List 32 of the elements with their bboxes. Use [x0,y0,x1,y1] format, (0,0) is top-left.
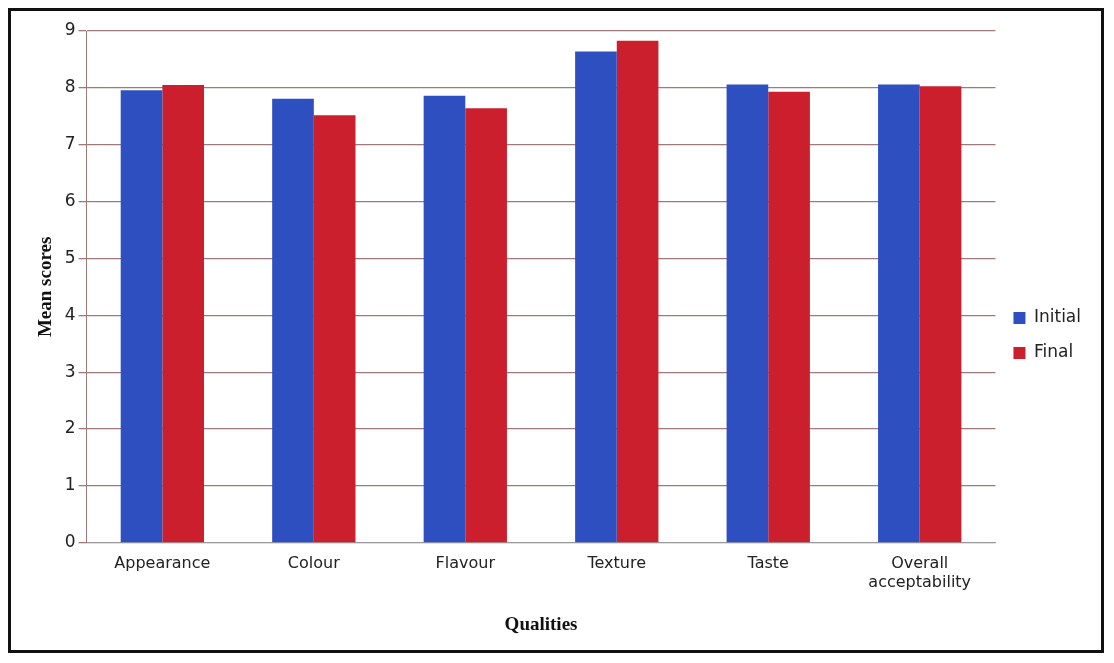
x-tick-label: Texture [586,552,647,572]
bar [919,86,962,543]
bar [423,95,466,543]
bar [878,84,920,543]
bar [768,91,810,543]
y-tick-label: 2 [64,417,76,438]
y-tick-label: 3 [64,360,76,381]
y-axis-title: Mean scores [34,236,56,338]
y-tick-label: 9 [64,19,76,40]
bar [616,40,659,543]
bar [272,98,314,543]
bar [575,51,617,543]
x-axis-title: Qualities [504,612,578,634]
y-tick-label: 6 [64,190,76,211]
y-tick-label: 4 [64,303,76,324]
x-tick-label: Overall acceptability [868,552,972,591]
bar [465,108,507,543]
x-tick-label: Taste [746,552,789,572]
bar [313,115,356,543]
x-tick-label: Colour [287,552,341,572]
y-tick-label: 5 [64,246,76,267]
bar [726,84,769,543]
x-tick-label: Appearance [114,552,211,572]
bar [162,85,205,543]
y-tick-label: 1 [64,474,76,495]
legend-label: Initial [1033,306,1082,327]
legend-label: Final [1033,341,1074,362]
y-tick-label: 0 [64,531,76,552]
y-tick-label: 8 [64,76,76,97]
bar [120,90,163,543]
y-tick-label: 7 [64,133,76,154]
x-tick-label: Flavour [435,552,496,572]
